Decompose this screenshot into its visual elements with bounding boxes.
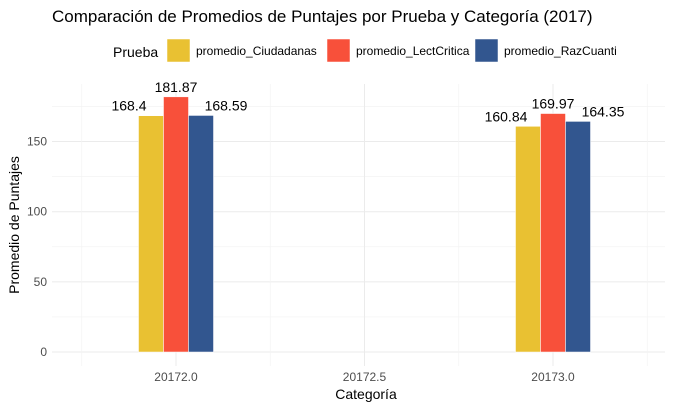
legend-label: promedio_Ciudadanas (196, 44, 317, 58)
legend-key-promedio_LectCritica (326, 38, 351, 63)
legend-label: promedio_LectCritica (356, 44, 470, 58)
legend-title: Prueba (113, 44, 158, 60)
data-label: 169.97 (532, 96, 575, 112)
data-label: 168.59 (205, 97, 248, 113)
legend-key-promedio_Ciudadanas (166, 38, 191, 63)
data-label: 164.35 (582, 103, 625, 119)
bars (138, 96, 591, 353)
bar-promedio_LectCritica (163, 96, 189, 353)
x-axis-title: Categoría (335, 386, 397, 402)
y-tick-label: 50 (34, 275, 48, 289)
bar-promedio_Ciudadanas (515, 126, 541, 353)
y-axis-ticks: 0 50 100 150 (27, 135, 47, 359)
data-label: 168.4 (111, 98, 146, 114)
bar-promedio_LectCritica (540, 113, 566, 353)
chart-title: Comparación de Promedios de Puntajes por… (52, 7, 593, 26)
legend-key-promedio_RazCuanti (474, 38, 499, 63)
y-tick-label: 100 (27, 205, 47, 219)
y-tick-label: 0 (40, 345, 47, 359)
y-axis-title: Promedio de Puntajes (6, 156, 22, 294)
data-label: 160.84 (485, 108, 528, 124)
bar-promedio_RazCuanti (565, 121, 591, 353)
x-tick-label: 20172.5 (343, 370, 387, 384)
x-tick-label: 20172.0 (154, 370, 198, 384)
bar-promedio_Ciudadanas (138, 115, 164, 353)
x-axis-ticks: 20172.0 20172.5 20173.0 (154, 370, 575, 384)
x-tick-label: 20173.0 (531, 370, 575, 384)
y-tick-label: 150 (27, 135, 47, 149)
legend: promedio_Ciudadanas promedio_LectCritica p… (166, 38, 617, 63)
data-label: 181.87 (155, 79, 198, 95)
bar-promedio_RazCuanti (188, 115, 214, 353)
legend-label: promedio_RazCuanti (504, 44, 617, 58)
